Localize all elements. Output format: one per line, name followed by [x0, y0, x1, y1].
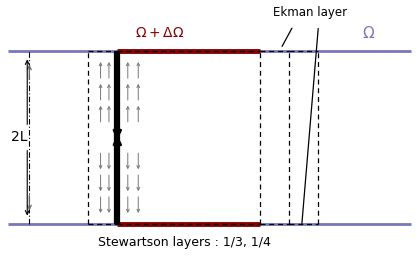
Text: Stewartson layers : 1/3, 1/4: Stewartson layers : 1/3, 1/4	[98, 236, 271, 249]
Text: 2L: 2L	[10, 131, 27, 144]
Text: $\Omega+\Delta\Omega$: $\Omega+\Delta\Omega$	[134, 26, 184, 40]
Text: Ekman layer: Ekman layer	[273, 6, 347, 19]
Text: $\Omega$: $\Omega$	[362, 25, 375, 41]
